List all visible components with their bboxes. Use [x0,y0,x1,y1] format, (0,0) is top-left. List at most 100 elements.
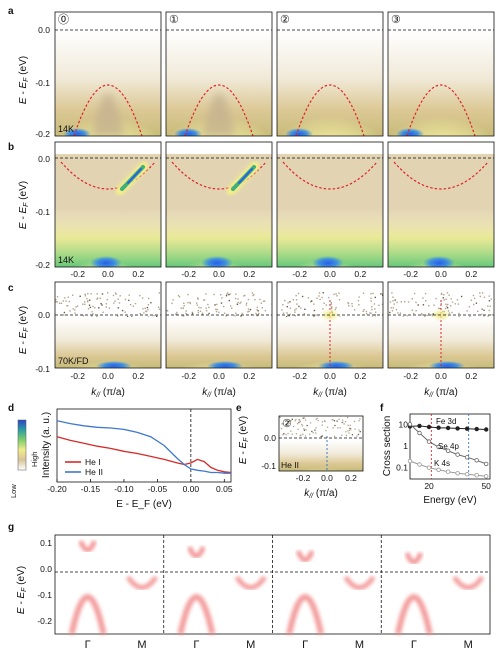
panel-e-noise-33 [295,433,298,435]
panel-c-noise-1-117 [197,312,200,314]
panel-e-noise-17 [287,432,289,435]
panel-c-noise-1-42 [208,306,210,309]
panel-g-gamma-hole-band-3 [394,594,433,635]
panel-b-blue-spot-1 [201,256,233,267]
panel-c-noise-1-22 [218,311,220,313]
panel-b-dome-1 [168,235,260,267]
chart-f-point-2-1 [417,462,422,467]
chart-d-xtick-2: -0.10 [114,484,134,494]
panel-e-noise-61 [356,435,358,437]
panel-c-noise-3-39 [488,309,490,312]
panel-label-c: c [8,283,14,294]
panel-c-noise-3-37 [488,300,491,302]
y-axis-label-c-unit: (eV) [18,306,29,328]
panel-a-image-3: ③ [387,11,495,137]
panel-c-noise-3-18 [392,307,394,309]
chart-f-point-0-5 [455,426,460,431]
y-axis-label-c: E - EF (eV) [18,306,30,354]
panel-c-noise-1-9 [214,304,216,306]
panel-e-noise-5 [325,429,327,432]
panel-e-noise-56 [285,434,287,436]
panel-b-content-2 [277,142,383,267]
panel-c-noise-1-82 [176,313,178,315]
panel-c-image-1: -0.2 0.0 0.2 k// (π/a) [165,281,273,399]
panel-b-k-tick-1-0: -0.2 [181,269,196,279]
y-axis-label-c-sub: F [23,327,30,332]
panel-c-k-axis-label-unit-2: (π/a) [322,387,347,398]
panel-c-noise-3-41 [475,302,478,304]
panel-c-noise-3-70 [400,301,402,303]
panel-c-noise-1-48 [207,303,209,306]
panel-c-noise-0-52 [117,315,119,317]
panel-c-k-axis-label-k-2: k [313,387,319,398]
panel-c-noise-3-103 [389,301,392,303]
panel-c-noise-0-51 [146,306,149,309]
panel-c-noise-0-43 [56,296,59,298]
panel-c-noise-2-106 [300,307,302,309]
panel-c-noise-2-95 [348,305,350,307]
panel-c-noise-0-82 [147,309,149,311]
panel-c-noise-2-57 [289,307,292,309]
panel-c-noise-0-57 [88,304,91,306]
panel-c-noise-2-14 [330,302,332,304]
y-axis-label-f: Cross section [382,416,393,477]
panel-c-noise-1-50 [216,308,219,311]
panel-d: d High Low Intensity (a. u.) -0.20 -0.15 -… [8,403,233,510]
panel-c-image-3: -0.2 0.0 0.2 k// (π/a) [387,281,495,399]
panel-c-noise-2-73 [372,292,374,295]
panel-c-noise-0-64 [113,302,115,304]
panel-e-noise-21 [315,432,317,434]
panel-e: e E - EF (eV) 0.0 -0.1 ② He II -0.2 0.0 0.2 k… [236,403,364,500]
panel-c-noise-0-48 [145,310,148,313]
panel-e-noise-24 [333,435,336,437]
panel-c-noise-1-69 [240,315,242,317]
panel-c-noise-3-94 [457,303,460,305]
panel-c-noise-3-14 [447,310,450,312]
chart-f-point-0-2 [426,424,432,430]
panel-b-dome-2 [279,235,371,267]
panel-e-noise-59 [353,420,356,423]
panel-c-noise-1-54 [197,298,199,300]
panel-c-frame-3 [387,281,495,369]
panel-e-noise-71 [357,433,360,436]
panel-g-label-m-3: M [464,639,473,651]
panel-c-noise-1-79 [247,311,249,313]
panel-g-gamma-electron-band-2 [295,550,315,563]
panel-b-k-tick-0-1: 0.0 [102,269,114,279]
panel-c-noise-2-94 [323,302,325,304]
panel-a-content-3 [388,12,494,136]
panel-e-noise-2 [288,420,290,422]
panel-c-noise-0-100 [101,293,104,295]
panel-c-noise-2-101 [365,310,368,313]
panel-c-k-axis-label-unit-1: (π/a) [211,387,236,398]
panel-c-noise-0-12 [121,309,124,312]
y-axis-label-e-unit: (eV) [238,416,249,438]
panel-c-frame-1 [165,281,273,369]
chart-f-point-1-8 [484,461,489,467]
panel-c-noise-1-97 [240,316,242,318]
panel-c-noise-2-92 [282,312,285,314]
panel-c-noise-0-62 [69,310,71,312]
panel-c-noise-3-114 [432,313,435,315]
panel-b-image-2: -0.2 0.0 0.2 [276,141,384,279]
panel-c-noise-2-5 [294,309,296,311]
panel-e-noise-22 [347,430,349,432]
panel-e-noise-51 [298,421,300,424]
y-axis-label-e: E - EF (eV) [238,416,250,464]
panel-label-d: d [8,403,14,414]
panel-c-noise-2-93 [281,309,283,311]
chart-d-xtick-1: -0.15 [81,484,101,494]
panel-c-k-axis-label-sub-0: // [95,392,101,399]
panel-c-noise-3-85 [426,314,428,317]
panel-c-noise-3-50 [445,303,447,305]
panel-c-noise-2-79 [316,297,318,299]
panel-c-noise-0-4 [96,297,99,299]
panel-a-image-1: ① [165,11,273,137]
panel-g-label-m-2: M [355,639,364,651]
panel-c-noise-1-25 [215,310,218,313]
panel-a-frame-3 [387,11,495,137]
panel-e-noise-80 [279,416,281,418]
panel-a-blue-spot-0 [63,128,91,136]
panel-c-noise-1-113 [225,295,228,297]
panel-c-noise-1-95 [197,310,199,312]
